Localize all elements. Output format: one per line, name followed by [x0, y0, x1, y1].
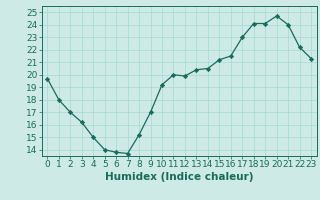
X-axis label: Humidex (Indice chaleur): Humidex (Indice chaleur) [105, 172, 253, 182]
